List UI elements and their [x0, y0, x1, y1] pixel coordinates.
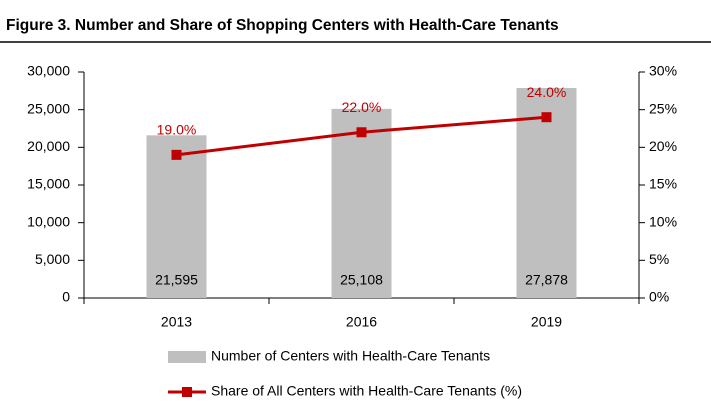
- line-value-label: 19.0%: [157, 122, 197, 138]
- y-tick-label: 25,000: [27, 100, 70, 116]
- legend-label: Share of All Centers with Health-Care Te…: [211, 383, 522, 399]
- y-tick-label: 15,000: [27, 176, 70, 192]
- line-marker: [171, 149, 182, 160]
- y2-tick-label: 5%: [649, 251, 669, 267]
- y2-tick-label: 20%: [649, 138, 677, 154]
- bar-value-label: 21,595: [155, 272, 198, 288]
- y-tick-label: 5,000: [35, 251, 70, 267]
- y-tick-label: 30,000: [27, 63, 70, 79]
- bar: [516, 87, 577, 298]
- y2-tick-label: 25%: [649, 100, 677, 116]
- legend-label: Number of Centers with Health-Care Tenan…: [211, 348, 490, 364]
- bar: [331, 108, 392, 299]
- bar: [146, 135, 207, 298]
- chart-title: Figure 3. Number and Share of Shopping C…: [6, 17, 559, 34]
- line-value-label: 24.0%: [527, 84, 567, 100]
- x-tick-label: 2013: [161, 314, 192, 330]
- y-tick-label: 10,000: [27, 213, 70, 229]
- line-marker: [356, 127, 367, 138]
- y-tick-label: 20,000: [27, 138, 70, 154]
- legend-marker: [182, 387, 192, 397]
- y2-tick-label: 15%: [649, 176, 677, 192]
- x-tick-label: 2016: [346, 314, 377, 330]
- bar-value-label: 27,878: [525, 272, 568, 288]
- y-tick-label: 0: [62, 289, 70, 305]
- bar-value-label: 25,108: [340, 272, 383, 288]
- y2-tick-label: 30%: [649, 63, 677, 79]
- y2-tick-label: 0%: [649, 289, 669, 305]
- line-marker: [541, 112, 552, 123]
- legend-swatch: [168, 351, 206, 363]
- line-value-label: 22.0%: [342, 99, 382, 115]
- y2-tick-label: 10%: [649, 213, 677, 229]
- x-tick-label: 2019: [531, 314, 562, 330]
